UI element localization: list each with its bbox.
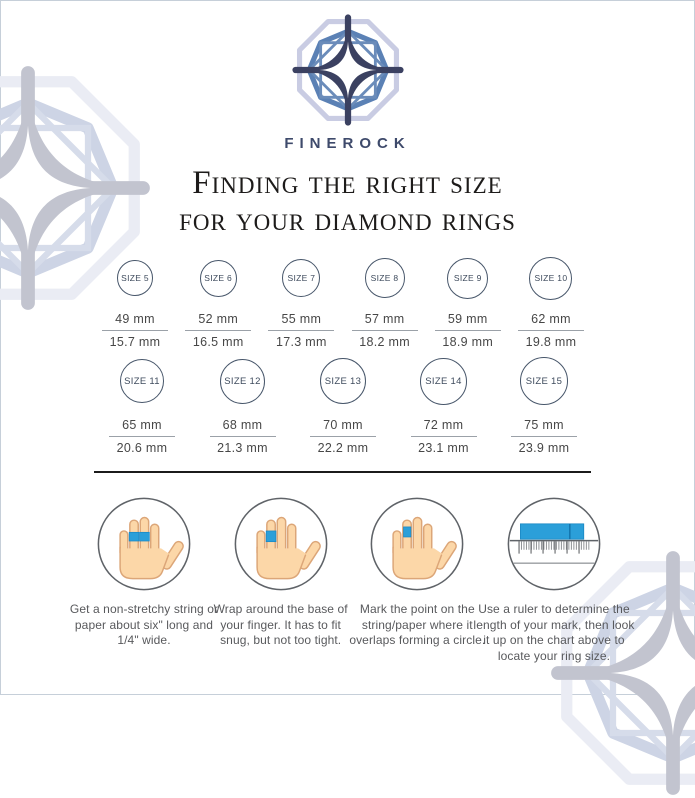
step-3: Mark the point on the string/paper where… [349,496,485,664]
ring-size-item: SIZE 15 75 mm 23.9 mm [496,353,592,455]
ring-size-row-2: SIZE 11 65 mm 20.6 mm SIZE 12 68 mm 21.3… [94,353,592,455]
ring-circumference: 75 mm [524,418,564,432]
measurement-divider [310,436,376,437]
brand-name: FINEROCK [284,135,411,152]
ring-size-label: SIZE 8 [370,273,399,283]
ring-size-label: SIZE 9 [453,273,482,283]
finerock-logo-icon [295,17,400,123]
ring-circle: SIZE 14 [420,357,467,405]
step-caption: Wrap around the base of your finger. It … [213,602,348,648]
hand-string-icon [97,497,191,591]
ring-size-item: SIZE 6 52 mm 16.5 mm [177,253,259,349]
measuring-steps: Get a non-stretchy string or paper about… [70,496,634,664]
ring-diameter: 15.7 mm [109,335,161,349]
ring-diameter: 16.5 mm [192,335,244,349]
ring-size-label: SIZE 13 [324,375,362,387]
ring-circumference: 68 mm [222,418,263,432]
ring-size-item: SIZE 5 49 mm 15.7 mm [94,253,176,349]
ring-circle: SIZE 9 [447,257,489,299]
ring-size-item: SIZE 13 70 mm 22.2 mm [295,353,391,455]
measurement-divider [410,436,477,437]
ring-size-row-1: SIZE 5 49 mm 15.7 mm SIZE 6 52 mm 16.5 m… [94,253,592,349]
ring-circumference: 62 mm [531,312,571,326]
measurement-divider [102,330,168,331]
step-4: Use a ruler to determine the length of y… [473,496,634,664]
ring-circle: SIZE 13 [320,358,366,404]
ring-circle: SIZE 15 [520,357,568,405]
measurement-divider [209,436,276,437]
ring-circle: SIZE 10 [529,256,573,300]
measurement-divider [109,436,175,437]
ring-circumference: 72 mm [423,418,464,432]
ring-diameter: 20.6 mm [116,441,168,455]
page-title-line2: for your diamond rings [179,201,516,238]
ring-circle: SIZE 8 [364,258,405,298]
measurement-divider [517,330,584,331]
measurement-divider [268,330,335,331]
ring-circle: SIZE 11 [120,359,164,403]
section-divider [94,471,591,473]
ring-diameter: 22.2 mm [317,441,369,455]
ring-diameter: 23.1 mm [418,441,469,455]
ring-diameter: 17.3 mm [276,335,327,349]
ring-size-label: SIZE 14 [425,375,462,387]
ring-circle: SIZE 6 [199,259,237,297]
ring-size-item: SIZE 9 59 mm 18.9 mm [427,253,509,349]
ring-circumference: 55 mm [281,312,322,326]
step-2: Wrap around the base of your finger. It … [214,496,348,664]
step-caption: Use a ruler to determine the length of y… [473,602,635,663]
ring-circumference: 65 mm [122,418,162,432]
ring-size-item: SIZE 12 68 mm 21.3 mm [195,353,291,455]
ruler-icon [507,497,601,591]
step-1: Get a non-stretchy string or paper about… [70,496,218,664]
measurement-divider [351,330,418,331]
ring-size-label: SIZE 7 [287,273,316,283]
measurement-divider [511,436,577,437]
hand-wrap-icon [234,497,328,591]
ring-circumference: 52 mm [198,312,239,326]
measurement-divider [434,330,501,331]
ring-size-item: SIZE 11 65 mm 20.6 mm [94,353,190,455]
ring-circumference: 57 mm [364,312,405,326]
step-caption: Get a non-stretchy string or paper about… [69,602,219,648]
ring-size-label: SIZE 12 [224,375,261,387]
ring-circle: SIZE 5 [117,260,153,296]
ring-size-item: SIZE 14 72 mm 23.1 mm [396,353,492,455]
ring-size-item: SIZE 10 62 mm 19.8 mm [510,253,592,349]
hand-mark-icon [370,497,464,591]
ring-size-label: SIZE 6 [204,273,233,283]
ring-diameter: 18.9 mm [442,335,494,349]
ring-diameter: 19.8 mm [525,335,577,349]
ring-size-label: SIZE 11 [124,375,160,387]
page-title-line1: Finding the right size [192,165,503,201]
step-caption: Mark the point on the string/paper where… [349,602,486,648]
ring-circle: SIZE 7 [282,259,321,297]
ring-diameter: 18.2 mm [359,335,410,349]
ring-circumference: 49 mm [115,312,155,326]
ring-diameter: 23.9 mm [518,441,570,455]
ring-diameter: 21.3 mm [217,441,268,455]
ring-size-item: SIZE 8 57 mm 18.2 mm [344,253,426,349]
ring-size-item: SIZE 7 55 mm 17.3 mm [260,253,342,349]
ring-circumference: 59 mm [447,312,488,326]
ring-size-label: SIZE 15 [525,375,563,387]
ring-size-label: SIZE 5 [121,273,149,283]
page-title: Finding the right size for your diamond … [1,165,694,239]
ring-circle: SIZE 12 [220,358,265,404]
measurement-divider [185,330,252,331]
ring-size-label: SIZE 10 [534,273,568,283]
ring-circumference: 70 mm [323,418,363,432]
